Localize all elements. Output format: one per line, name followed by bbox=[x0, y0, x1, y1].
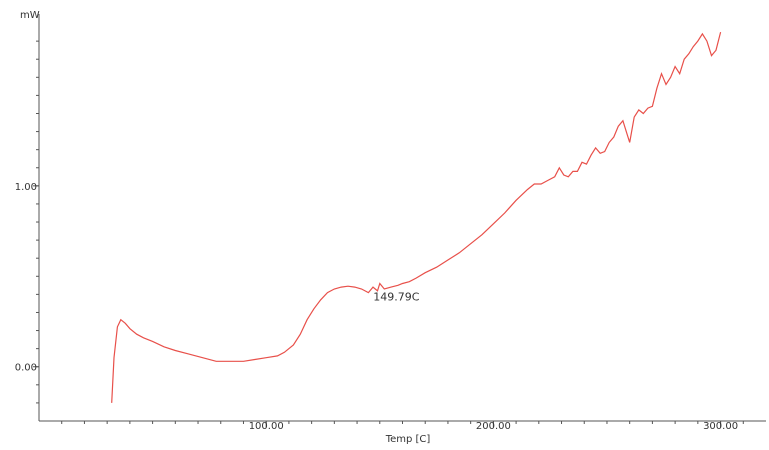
y-axis-title: mW bbox=[20, 10, 40, 21]
y-tick-label: 0.00 bbox=[15, 363, 37, 374]
x-major-ticks: 100.00 200.00 300.00 bbox=[249, 421, 738, 432]
x-tick-label: 200.00 bbox=[476, 421, 511, 432]
x-axis-title: Temp [C] bbox=[385, 434, 431, 445]
y-tick-label: 1.00 bbox=[15, 182, 37, 193]
heat-flow-series-line bbox=[111, 31, 722, 403]
y-major-ticks: 0.00 1.00 bbox=[15, 182, 39, 374]
x-tick-label: 300.00 bbox=[703, 421, 738, 432]
x-tick-label: 100.00 bbox=[249, 421, 284, 432]
x-minor-ticks bbox=[61, 421, 744, 424]
series-group bbox=[111, 31, 722, 403]
peak-temperature-annotation: 149.79C bbox=[373, 290, 419, 303]
y-minor-ticks bbox=[36, 40, 39, 404]
